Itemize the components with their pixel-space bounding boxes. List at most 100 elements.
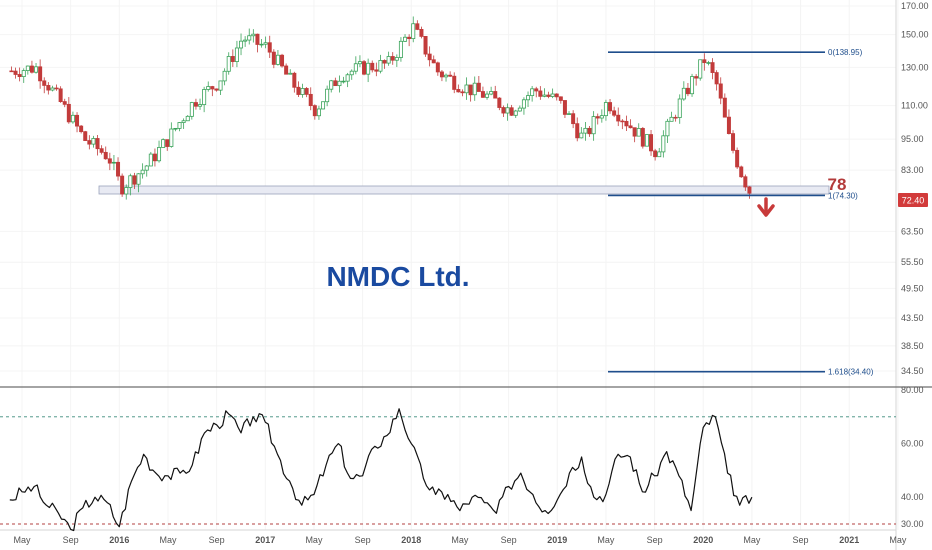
candle-body xyxy=(25,65,30,71)
y-tick-label: 150.00 xyxy=(901,30,929,40)
fib-layer: 0(138.95) 1(74.30) 1.618(34.40) xyxy=(608,48,874,377)
candle-body xyxy=(517,107,522,112)
candle-body xyxy=(706,62,711,64)
candle-body xyxy=(464,84,469,94)
candle-body xyxy=(263,42,268,45)
rsi-tick-label: 80.00 xyxy=(901,385,924,395)
candle-body xyxy=(251,33,256,37)
support-level-label: 78 xyxy=(828,175,847,194)
candle-body xyxy=(116,161,121,177)
candle-body xyxy=(292,72,297,88)
candle-body xyxy=(157,147,162,162)
candle-body xyxy=(234,47,239,62)
candle-body xyxy=(419,29,424,37)
candle-body xyxy=(542,94,547,97)
candle-body xyxy=(271,51,276,65)
candle-body xyxy=(148,153,153,167)
x-tick-label: 2016 xyxy=(109,535,129,545)
candle-body xyxy=(345,74,350,82)
candle-body xyxy=(390,56,395,61)
candle-body xyxy=(550,93,555,97)
candle-body xyxy=(456,89,461,93)
candle-body xyxy=(206,86,211,90)
candle-body xyxy=(267,42,272,53)
candle-body xyxy=(366,62,371,75)
candle-body xyxy=(493,91,498,99)
candle-body xyxy=(591,116,596,135)
candle-body xyxy=(46,85,51,91)
candle-body xyxy=(435,62,440,73)
y-tick-label: 130.00 xyxy=(901,62,929,72)
candle-body xyxy=(386,56,391,64)
candle-body xyxy=(79,125,84,133)
candle-body xyxy=(66,103,71,123)
last-price-tag-text: 72.40 xyxy=(902,196,925,206)
x-tick-label: Sep xyxy=(209,535,225,545)
candle-body xyxy=(378,60,383,72)
candle-body xyxy=(673,116,678,119)
candle-body xyxy=(214,88,219,91)
candle-body xyxy=(75,114,80,127)
candle-body xyxy=(640,128,645,147)
candle-body xyxy=(677,98,682,118)
fib-label: 0(138.95) xyxy=(828,48,863,57)
candle-body xyxy=(275,54,280,65)
candle-body xyxy=(628,125,633,129)
y-tick-label: 34.50 xyxy=(901,366,924,376)
candle-body xyxy=(128,175,133,188)
candle-body xyxy=(103,151,108,160)
candle-body xyxy=(665,120,670,137)
rsi-axis: 80.00 60.00 40.00 30.00 xyxy=(901,385,924,529)
candle-body xyxy=(554,93,559,98)
candle-body xyxy=(476,82,481,92)
candle-body xyxy=(83,131,88,141)
candle-body xyxy=(649,134,654,152)
candle-body xyxy=(337,80,342,87)
x-tick-label: Sep xyxy=(501,535,517,545)
x-tick-label: Sep xyxy=(793,535,809,545)
time-axis: May Sep 2016 May Sep 2017 May Sep 2018 May Sep 2019… xyxy=(13,535,906,545)
candle-body xyxy=(329,80,334,90)
candle-body xyxy=(161,139,166,148)
candle-body xyxy=(99,148,104,153)
candle-body xyxy=(632,127,637,137)
candle-body xyxy=(177,122,182,129)
candle-body xyxy=(259,43,264,46)
candle-body xyxy=(567,113,572,115)
candle-body xyxy=(247,35,252,41)
x-tick-label: May xyxy=(13,535,31,545)
candle-body xyxy=(583,127,588,134)
candle-body xyxy=(739,166,744,178)
candle-body xyxy=(300,88,305,95)
y-tick-label: 170.00 xyxy=(901,1,929,11)
y-tick-label: 110.00 xyxy=(901,101,928,111)
candle-body xyxy=(509,107,514,116)
candle-body xyxy=(608,102,613,112)
candle-body xyxy=(452,75,457,90)
x-tick-label: Sep xyxy=(355,535,371,545)
candle-body xyxy=(731,133,736,151)
x-tick-label: May xyxy=(451,535,469,545)
candle-body xyxy=(185,115,190,122)
candle-layer xyxy=(9,16,752,200)
candle-body xyxy=(571,113,576,125)
candle-body xyxy=(468,84,473,96)
candle-body xyxy=(735,149,740,168)
candle-body xyxy=(698,59,703,79)
candle-body xyxy=(144,165,149,171)
candle-body xyxy=(603,102,608,117)
candle-body xyxy=(370,62,375,71)
candle-body xyxy=(694,76,699,79)
candle-body xyxy=(54,87,59,90)
candle-body xyxy=(480,91,485,98)
candle-body xyxy=(661,135,666,153)
x-tick-label: 2018 xyxy=(401,535,421,545)
candle-body xyxy=(42,80,47,86)
candle-body xyxy=(202,89,207,105)
candle-body xyxy=(624,120,629,127)
candle-body xyxy=(280,54,285,67)
y-tick-label: 63.50 xyxy=(901,226,924,236)
candle-body xyxy=(374,69,379,72)
candle-body xyxy=(513,110,518,116)
